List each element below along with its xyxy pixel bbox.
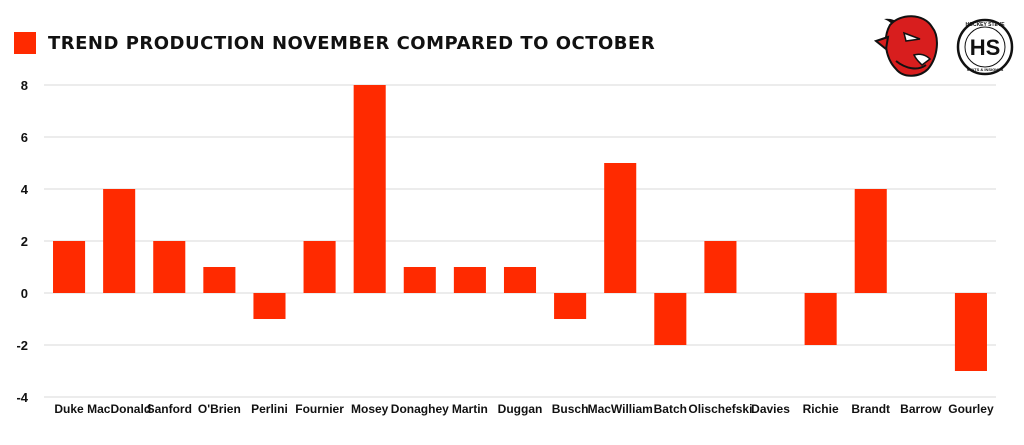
legend-label: TREND PRODUCTION NOVEMBER COMPARED TO OC… bbox=[48, 32, 656, 54]
y-tick-label: 2 bbox=[21, 234, 28, 249]
hockey-steve-logo: HOCKEY STEVE HS STATS & INSIGHTS bbox=[956, 18, 1014, 76]
bar bbox=[253, 293, 286, 319]
x-category-label: Davies bbox=[751, 402, 790, 416]
bar bbox=[604, 163, 637, 293]
bar bbox=[153, 241, 186, 293]
y-tick-label: 6 bbox=[21, 130, 28, 145]
bar bbox=[654, 293, 687, 345]
x-category-label: Sanford bbox=[147, 402, 192, 416]
x-category-label: Martin bbox=[452, 402, 488, 416]
y-tick-label: 8 bbox=[21, 78, 28, 93]
bar bbox=[804, 293, 837, 345]
x-category-label: Fournier bbox=[295, 402, 344, 416]
x-category-label: Duggan bbox=[498, 402, 543, 416]
x-category-label: O'Brien bbox=[198, 402, 241, 416]
legend-swatch bbox=[14, 32, 36, 54]
y-tick-label: 4 bbox=[21, 182, 29, 197]
x-category-label: Olischefski bbox=[688, 402, 752, 416]
chart-legend: TREND PRODUCTION NOVEMBER COMPARED TO OC… bbox=[14, 32, 655, 54]
x-category-label: Busch bbox=[552, 402, 589, 416]
bar bbox=[854, 189, 887, 293]
logo-bottom-text: STATS & INSIGHTS bbox=[967, 67, 1004, 72]
x-category-label: Mosey bbox=[351, 402, 389, 416]
x-category-label: MacDonald bbox=[87, 402, 151, 416]
bar bbox=[103, 189, 136, 293]
y-tick-label: 0 bbox=[21, 286, 28, 301]
x-category-label: Barrow bbox=[900, 402, 942, 416]
x-category-label: MacWilliam bbox=[588, 402, 653, 416]
x-category-label: Richie bbox=[803, 402, 839, 416]
bar bbox=[303, 241, 336, 293]
logo-top-text: HOCKEY STEVE bbox=[965, 22, 1005, 28]
y-tick-label: -4 bbox=[16, 390, 28, 405]
x-category-label: Gourley bbox=[948, 402, 994, 416]
bar bbox=[954, 293, 987, 371]
y-tick-label: -2 bbox=[16, 338, 28, 353]
x-category-label: Donaghey bbox=[391, 402, 449, 416]
bar bbox=[53, 241, 86, 293]
bar bbox=[203, 267, 236, 293]
x-category-label: Batch bbox=[654, 402, 687, 416]
x-category-label: Duke bbox=[54, 402, 84, 416]
bar bbox=[554, 293, 587, 319]
devil-head-logo bbox=[873, 15, 938, 77]
bar bbox=[453, 267, 486, 293]
logo-monogram: HS bbox=[970, 35, 1001, 60]
x-category-label: Perlini bbox=[251, 402, 288, 416]
bar bbox=[403, 267, 436, 293]
x-category-label: Brandt bbox=[851, 402, 890, 416]
bar bbox=[503, 267, 537, 293]
bar bbox=[353, 85, 386, 293]
bar bbox=[704, 241, 737, 293]
